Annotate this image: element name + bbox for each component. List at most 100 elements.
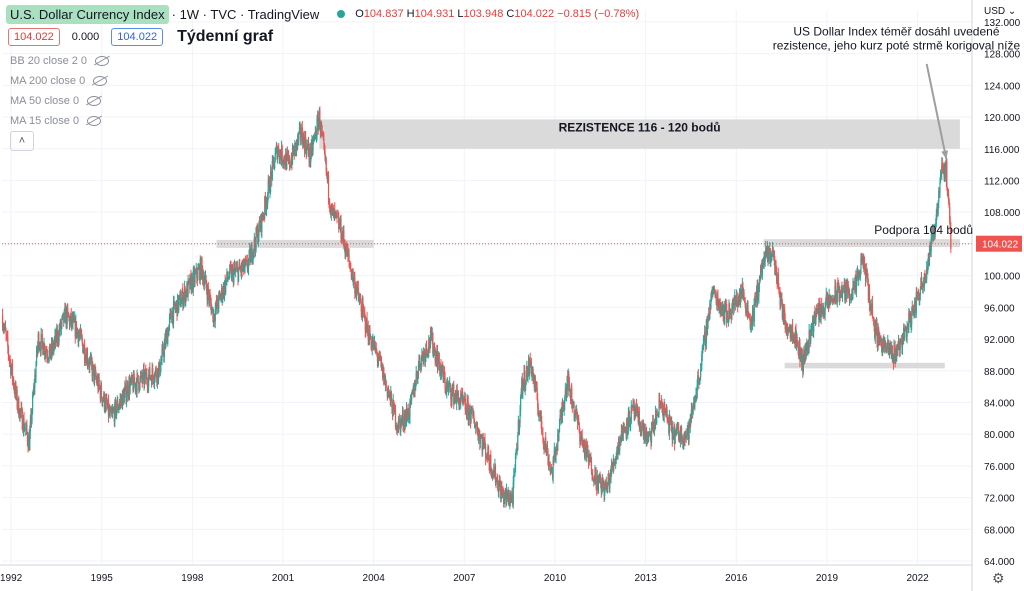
hidden-eye-icon[interactable] — [87, 116, 102, 126]
candle-body — [182, 289, 184, 307]
y-tick-label: 92.000 — [984, 335, 1015, 346]
candle-body — [736, 293, 738, 305]
candle-body — [494, 465, 497, 483]
settings-gear-icon[interactable]: ⚙ — [992, 570, 1005, 586]
candle-body — [618, 450, 620, 452]
candle-body — [890, 353, 892, 355]
candle-body — [791, 324, 794, 341]
hidden-eye-icon[interactable] — [95, 56, 110, 66]
candle-body — [478, 431, 480, 434]
candle-body — [866, 269, 868, 274]
candle-body — [369, 328, 371, 339]
candle-body — [179, 293, 182, 307]
candle-body — [378, 352, 380, 360]
candle-body — [463, 398, 465, 402]
candle-body — [53, 340, 56, 346]
candle-body — [379, 352, 381, 355]
candle-body — [537, 408, 539, 417]
candle-body — [702, 345, 704, 348]
candle-body — [942, 168, 945, 170]
candle-body — [247, 268, 249, 270]
candle-body — [515, 449, 517, 454]
indicator-ma200[interactable]: MA 200 close 0 — [10, 75, 108, 87]
candle-body — [730, 318, 732, 320]
candle-body — [278, 147, 280, 157]
candle-body — [187, 280, 189, 297]
candle-body — [406, 408, 408, 416]
candle-body — [485, 446, 487, 459]
candle-body — [587, 450, 589, 457]
candle-body — [298, 127, 301, 134]
candle-body — [109, 410, 111, 415]
candle-body — [918, 291, 920, 299]
candle-body — [543, 443, 545, 448]
candle-body — [749, 317, 751, 320]
hidden-eye-icon[interactable] — [93, 76, 108, 86]
candle-body — [38, 333, 40, 350]
candle-body — [160, 359, 163, 363]
buy-price-box[interactable]: 104.022 — [111, 28, 164, 46]
candle-body — [700, 369, 702, 378]
sell-price-box[interactable]: 104.022 — [8, 28, 60, 46]
candle-body — [913, 301, 916, 315]
candle-body — [451, 390, 453, 402]
candle-body — [248, 250, 250, 261]
candle-body — [161, 348, 163, 360]
candle-body — [373, 342, 375, 350]
candle-body — [420, 357, 422, 370]
candle-body — [8, 358, 11, 361]
candle-body — [661, 406, 664, 410]
candle-body — [727, 319, 729, 321]
candle-body — [444, 377, 446, 389]
symbol-name[interactable]: U.S. Dollar Currency Index — [6, 4, 169, 24]
candle-body — [243, 259, 245, 272]
candle-body — [656, 413, 658, 415]
candle-body — [517, 434, 519, 451]
candle-body — [692, 406, 694, 414]
candle-body — [883, 337, 885, 348]
candle-body — [553, 449, 555, 461]
candle-body — [115, 401, 117, 416]
candle-body — [810, 329, 812, 341]
y-tick-label: 112.000 — [984, 176, 1020, 187]
candle-body — [47, 358, 49, 360]
candle-body — [343, 242, 346, 247]
candle-body — [364, 315, 366, 332]
candle-body — [620, 437, 622, 441]
candle-body — [916, 292, 918, 295]
candle-body — [349, 260, 351, 265]
candle-body — [751, 310, 754, 324]
chart-header: U.S. Dollar Currency Index · 1W · TVC · … — [6, 3, 639, 25]
candle-body — [474, 427, 476, 429]
candle-body — [578, 422, 580, 432]
candle-body — [592, 473, 594, 480]
candle-body — [653, 422, 656, 432]
candle-body — [600, 481, 602, 483]
indicator-bb[interactable]: BB 20 close 2 0 — [10, 55, 110, 67]
candle-body — [377, 360, 379, 362]
indicator-ma50[interactable]: MA 50 close 0 — [10, 95, 102, 107]
candle-body — [222, 295, 224, 301]
candle-body — [421, 353, 423, 358]
hidden-eye-icon[interactable] — [87, 96, 102, 106]
candle-body — [833, 299, 835, 301]
candle-body — [778, 290, 781, 293]
candle-body — [581, 435, 583, 442]
indicator-ma15[interactable]: MA 15 close 0 — [10, 115, 102, 127]
candle-body — [937, 202, 939, 214]
candle-body — [737, 304, 739, 306]
candle-body — [530, 361, 532, 375]
collapse-indicators-button[interactable]: ˄ — [10, 131, 34, 151]
candle-body — [268, 179, 271, 193]
candle-body — [863, 256, 865, 270]
candle-body — [703, 338, 705, 340]
candle-body — [858, 271, 860, 279]
candle-body — [37, 345, 39, 354]
candle-body — [190, 275, 192, 277]
candle-body — [49, 343, 51, 359]
candle-body — [258, 221, 260, 237]
candle-body — [844, 292, 847, 300]
candle-body — [906, 326, 908, 337]
candle-body — [322, 132, 324, 137]
